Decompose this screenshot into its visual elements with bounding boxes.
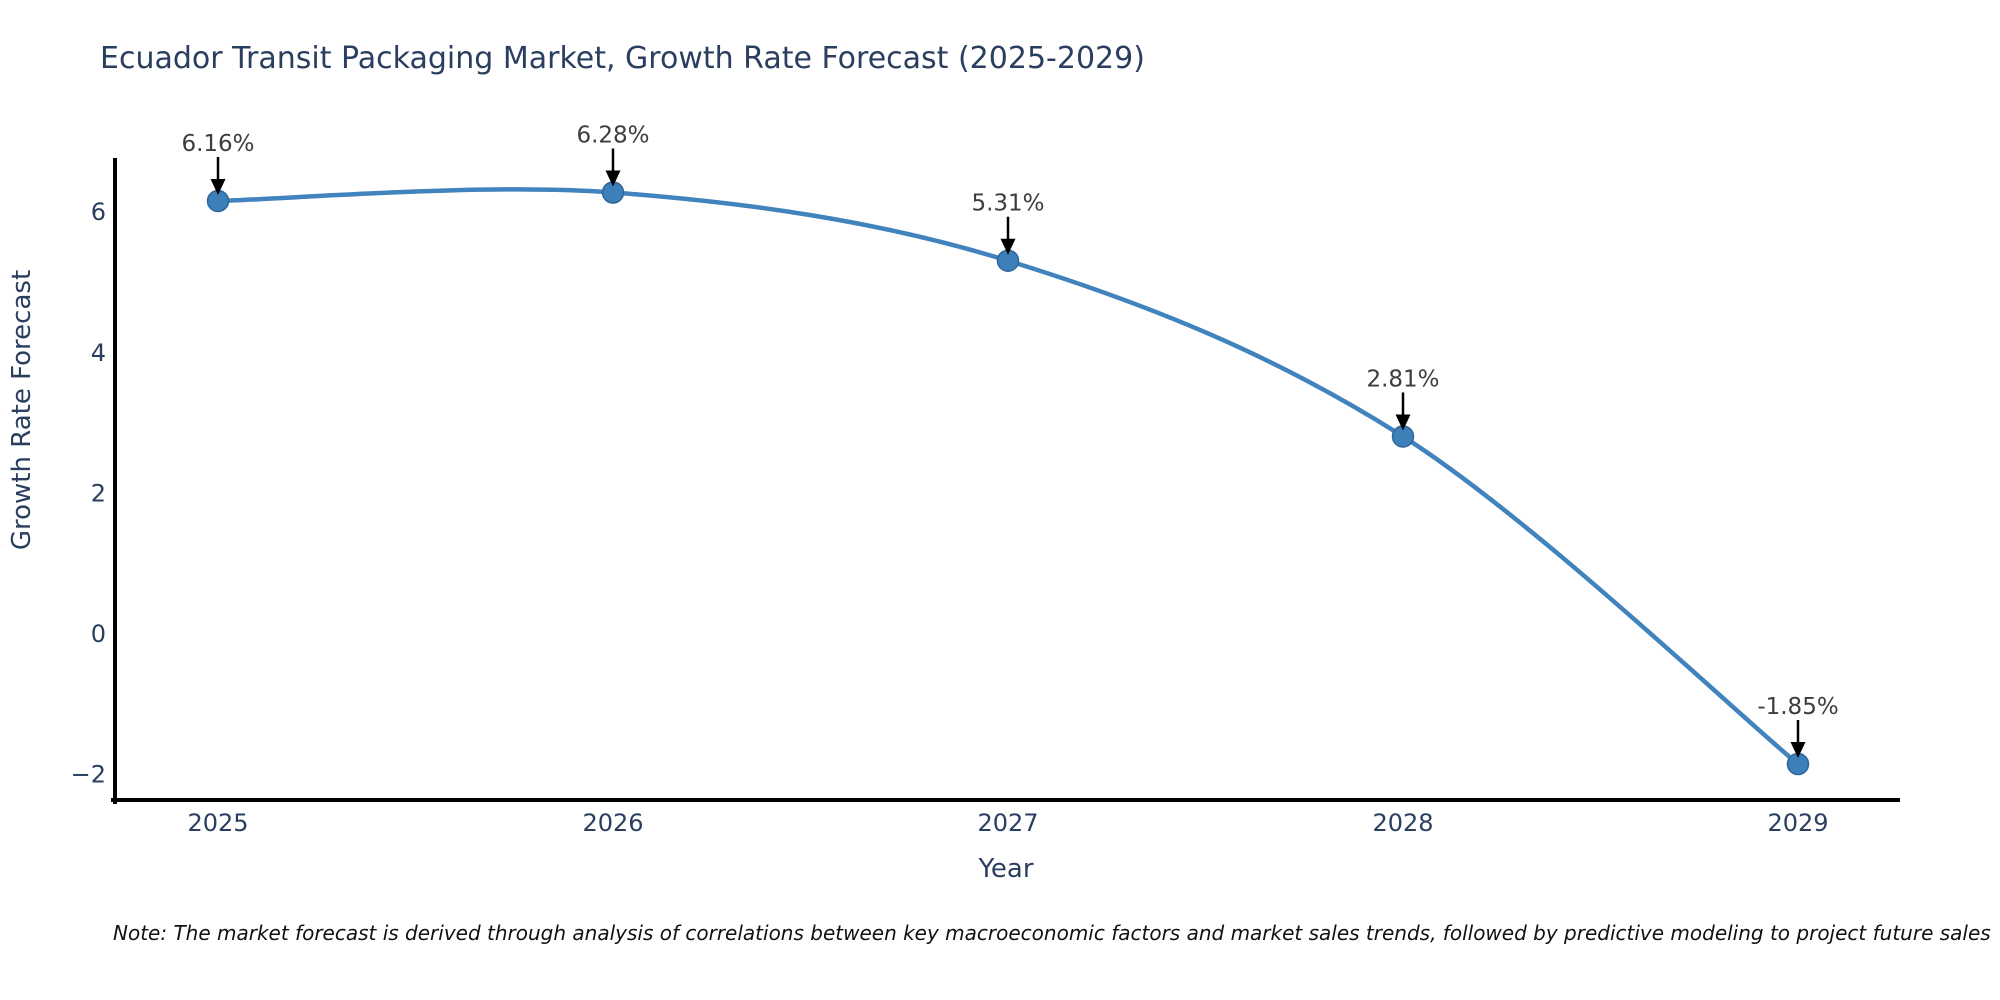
point-annotations: 6.16% 6.28% 5.31% 2.81% -1.85%: [181, 123, 1839, 759]
y-tick-label: 2: [91, 479, 106, 507]
annotation-arrowhead-icon: [605, 170, 621, 187]
x-tick-label: 2029: [1767, 809, 1828, 837]
y-tick-label: 0: [91, 620, 106, 648]
point-value-label: 2.81%: [1366, 366, 1439, 392]
y-tick-label: −2: [71, 761, 106, 789]
point-value-label: -1.85%: [1757, 694, 1838, 720]
footnote: Note: The market forecast is derived thr…: [113, 921, 1991, 945]
x-tick-label: 2027: [977, 809, 1038, 837]
x-axis-title: Year: [977, 854, 1033, 884]
y-tick-labels: 6 4 2 0 −2: [71, 198, 106, 788]
x-tick-label: 2028: [1372, 809, 1433, 837]
x-tick-label: 2026: [582, 809, 643, 837]
chart-title: Ecuador Transit Packaging Market, Growth…: [100, 41, 1145, 76]
y-axis-title: Growth Rate Forecast: [7, 270, 37, 550]
annotation-arrowhead-icon: [1790, 742, 1806, 759]
x-tick-labels: 2025 2026 2027 2028 2029: [187, 809, 1828, 837]
x-tick-label: 2025: [187, 809, 248, 837]
point-value-label: 6.28%: [576, 123, 649, 149]
series-line: [215, 187, 1801, 767]
point-value-label: 6.16%: [181, 131, 254, 157]
annotation-arrowhead-icon: [210, 178, 226, 195]
point-value-label: 5.31%: [971, 191, 1044, 217]
annotation-arrowhead-icon: [1395, 414, 1411, 431]
data-point-markers: [206, 181, 1810, 776]
annotation-arrowhead-icon: [1000, 238, 1016, 255]
y-tick-label: 6: [91, 198, 106, 226]
y-tick-label: 4: [91, 339, 106, 367]
